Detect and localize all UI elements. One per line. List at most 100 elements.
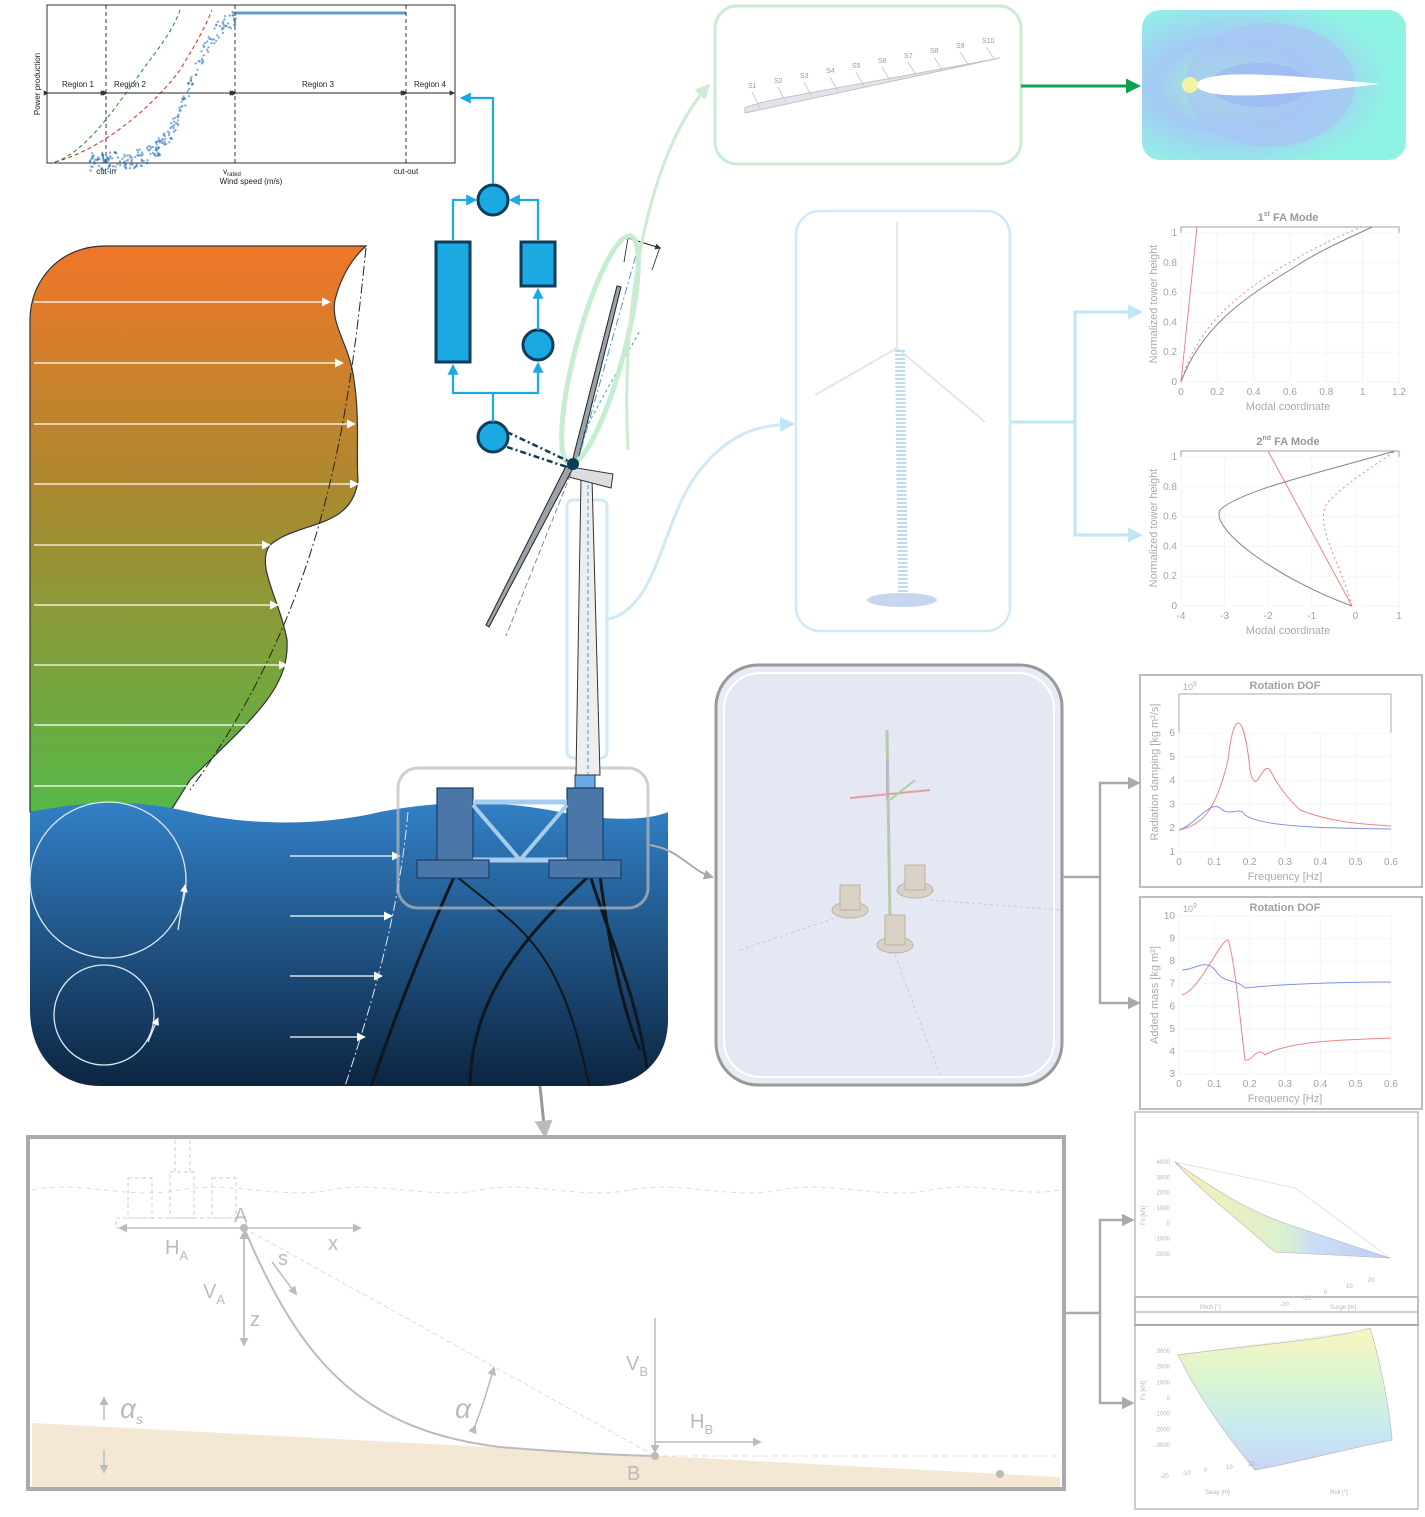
x-tick-label: -1 [1307, 611, 1316, 622]
blade-section-line [803, 81, 813, 98]
added-mass-scale: 109 [1183, 903, 1197, 914]
surface-2-xlabel: Sway [m] [1205, 1490, 1230, 1496]
controller-block-right [519, 240, 557, 288]
scatter-point [101, 154, 104, 157]
scatter-point [186, 89, 189, 93]
mooring-lines [368, 873, 652, 1086]
y-tick-label: 0.4 [1163, 541, 1177, 552]
scatter-point [91, 154, 94, 158]
scatter-point [228, 14, 231, 17]
scatter-point [151, 145, 155, 149]
y-tick-label: 0.6 [1163, 512, 1177, 523]
scatter-point [214, 23, 218, 26]
y-tick-label: 8 [1169, 956, 1175, 967]
scatter-point [138, 148, 141, 151]
z-tick-label: 2000 [1157, 1365, 1171, 1371]
scatter-point [208, 37, 211, 41]
scatter-point [133, 167, 136, 170]
surface-2-ylabel: Roll [°] [1330, 1490, 1348, 1496]
added-mass-xlabel: Frequency [Hz] [1248, 1093, 1323, 1105]
scatter-point [182, 95, 185, 98]
scatter-point [161, 139, 164, 142]
tower-fe-model-panel [604, 209, 1143, 633]
mode-1-title: 1st FA Mode [1258, 211, 1319, 224]
scatter-point [223, 18, 226, 21]
blade-section-line [777, 86, 787, 103]
y-tick-label: 10 [1164, 911, 1176, 922]
vb-label: VB [626, 1353, 648, 1379]
z-tick-label: -1000 [1155, 1412, 1171, 1418]
scatter-point [190, 75, 193, 79]
blade-section-label: S6 [878, 58, 887, 65]
scatter-point [111, 165, 115, 168]
scatter-point [227, 26, 231, 29]
scatter-point [211, 38, 214, 41]
sea-panel [29, 801, 668, 1087]
y-tick-label: 1 [1171, 228, 1177, 239]
scatter-point [140, 164, 144, 168]
scatter-point [98, 158, 101, 161]
y-tick-label: 0.2 [1163, 347, 1177, 358]
scatter-point [218, 24, 222, 28]
scatter-point [97, 164, 101, 168]
surface-1-zlabel: Fx [kN] [1141, 1206, 1147, 1225]
scatter-point [134, 155, 137, 159]
x-tick-label: 0.8 [1319, 387, 1333, 398]
added-mass-ylabel: Added mass [kg m²] [1149, 946, 1161, 1044]
airfoil-cfd-panel [1142, 10, 1406, 160]
scatter-point [123, 153, 126, 156]
wave-orbits [29, 801, 188, 1066]
x-tick-label: 0.2 [1210, 387, 1224, 398]
region-2-label: Region 2 [114, 80, 147, 89]
wind-turbine [485, 233, 662, 776]
va-label: VA [203, 1281, 225, 1307]
scatter-point [138, 153, 142, 157]
blade-section-line [881, 66, 891, 81]
scatter-point [169, 121, 173, 125]
scatter-point [200, 50, 203, 53]
x-tick-label: -3 [1220, 611, 1229, 622]
y-tick-label: 4 [1169, 776, 1175, 787]
scatter-point [147, 149, 150, 152]
scatter-point [106, 167, 110, 170]
z-tick-label: 2000 [1157, 1191, 1171, 1197]
scatter-point [187, 81, 190, 85]
hb-label: HB [690, 1411, 713, 1437]
blade-section-line [855, 71, 865, 87]
x-tick-label: 0.2 [1243, 857, 1257, 868]
scatter-point [217, 36, 220, 39]
controller-block-left [434, 240, 472, 364]
surface-2-zlabel: Fx [kN] [1141, 1381, 1147, 1400]
y-tick-label: 0.6 [1163, 288, 1177, 299]
x-tick-label: -10 [1182, 1471, 1191, 1477]
cut-in-tick: cut-in [96, 167, 116, 176]
scatter-point [174, 116, 177, 120]
scatter-point [116, 156, 120, 159]
scatter-point [226, 22, 230, 25]
y-tick-label: 0 [1171, 601, 1177, 612]
scatter-point [184, 104, 187, 107]
scatter-point [149, 152, 152, 156]
y-tick-label: 7 [1169, 979, 1175, 990]
power-curve-xlabel: Wind speed (m/s) [220, 177, 283, 186]
scatter-point [136, 154, 139, 157]
x-tick-label: 0.6 [1283, 387, 1297, 398]
scatter-point [172, 130, 175, 133]
scatter-point [130, 158, 134, 161]
surface-1-xlabel: Surge [m] [1330, 1305, 1356, 1311]
scatter-point [194, 73, 198, 77]
z-tick-label: -1000 [1155, 1237, 1171, 1243]
scatter-point [136, 148, 139, 152]
scatter-point [145, 161, 148, 165]
y-tick-label: 3 [1169, 1069, 1175, 1080]
scatter-point [216, 20, 219, 23]
blade-section-line [829, 76, 839, 92]
controller-node [521, 328, 555, 362]
scatter-point [155, 143, 158, 146]
scatter-point [163, 140, 166, 143]
y-tick-label: 0.8 [1163, 482, 1177, 493]
alpha-label: α [455, 1393, 472, 1424]
mode-2-title: 2nd FA Mode [1256, 435, 1319, 448]
scatter-point [89, 158, 93, 161]
